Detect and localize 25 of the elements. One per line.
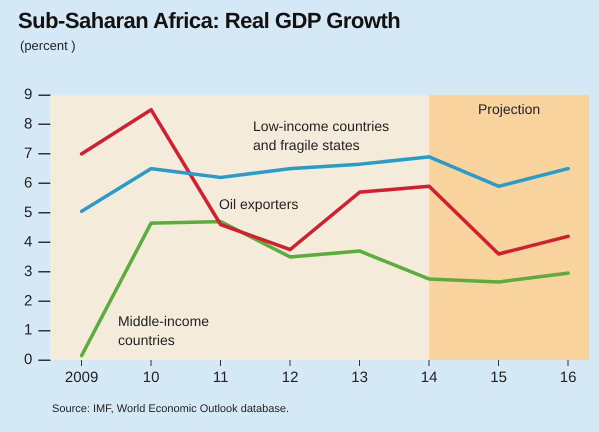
x-tick-label: 15: [490, 369, 507, 386]
x-tick-label: 14: [420, 369, 438, 386]
y-tick-label: 0: [24, 351, 32, 368]
x-tick-label: 13: [351, 369, 368, 386]
y-tick-label: 4: [24, 233, 32, 250]
x-tick-label: 16: [560, 369, 576, 386]
series-label: Oil exporters: [219, 196, 298, 212]
y-tick-label: 6: [24, 174, 32, 192]
y-tick-label: 7: [24, 145, 32, 162]
x-tick-label: 11: [212, 369, 228, 386]
y-tick-label: 9: [24, 86, 32, 104]
x-tick-label: 10: [142, 369, 160, 386]
band-label: Projection: [478, 100, 540, 117]
y-tick-label: 3: [24, 262, 32, 280]
x-tick-label: 12: [282, 369, 298, 386]
source-note: Source: IMF, World Economic Outlook database.: [52, 403, 290, 415]
series-label: Middle-income countries: [118, 312, 210, 348]
y-tick-label: 8: [24, 116, 32, 133]
y-tick-label: 1: [24, 322, 32, 339]
chart-subtitle: (percent ): [20, 38, 76, 53]
chart-title: Sub-Saharan Africa: Real GDP Growth: [18, 8, 400, 34]
x-tick-label: 2009: [64, 369, 98, 386]
y-tick-label: 5: [24, 204, 32, 221]
y-tick-label: 2: [24, 292, 32, 310]
series-label: Low-income countries and fragile states: [253, 118, 390, 153]
